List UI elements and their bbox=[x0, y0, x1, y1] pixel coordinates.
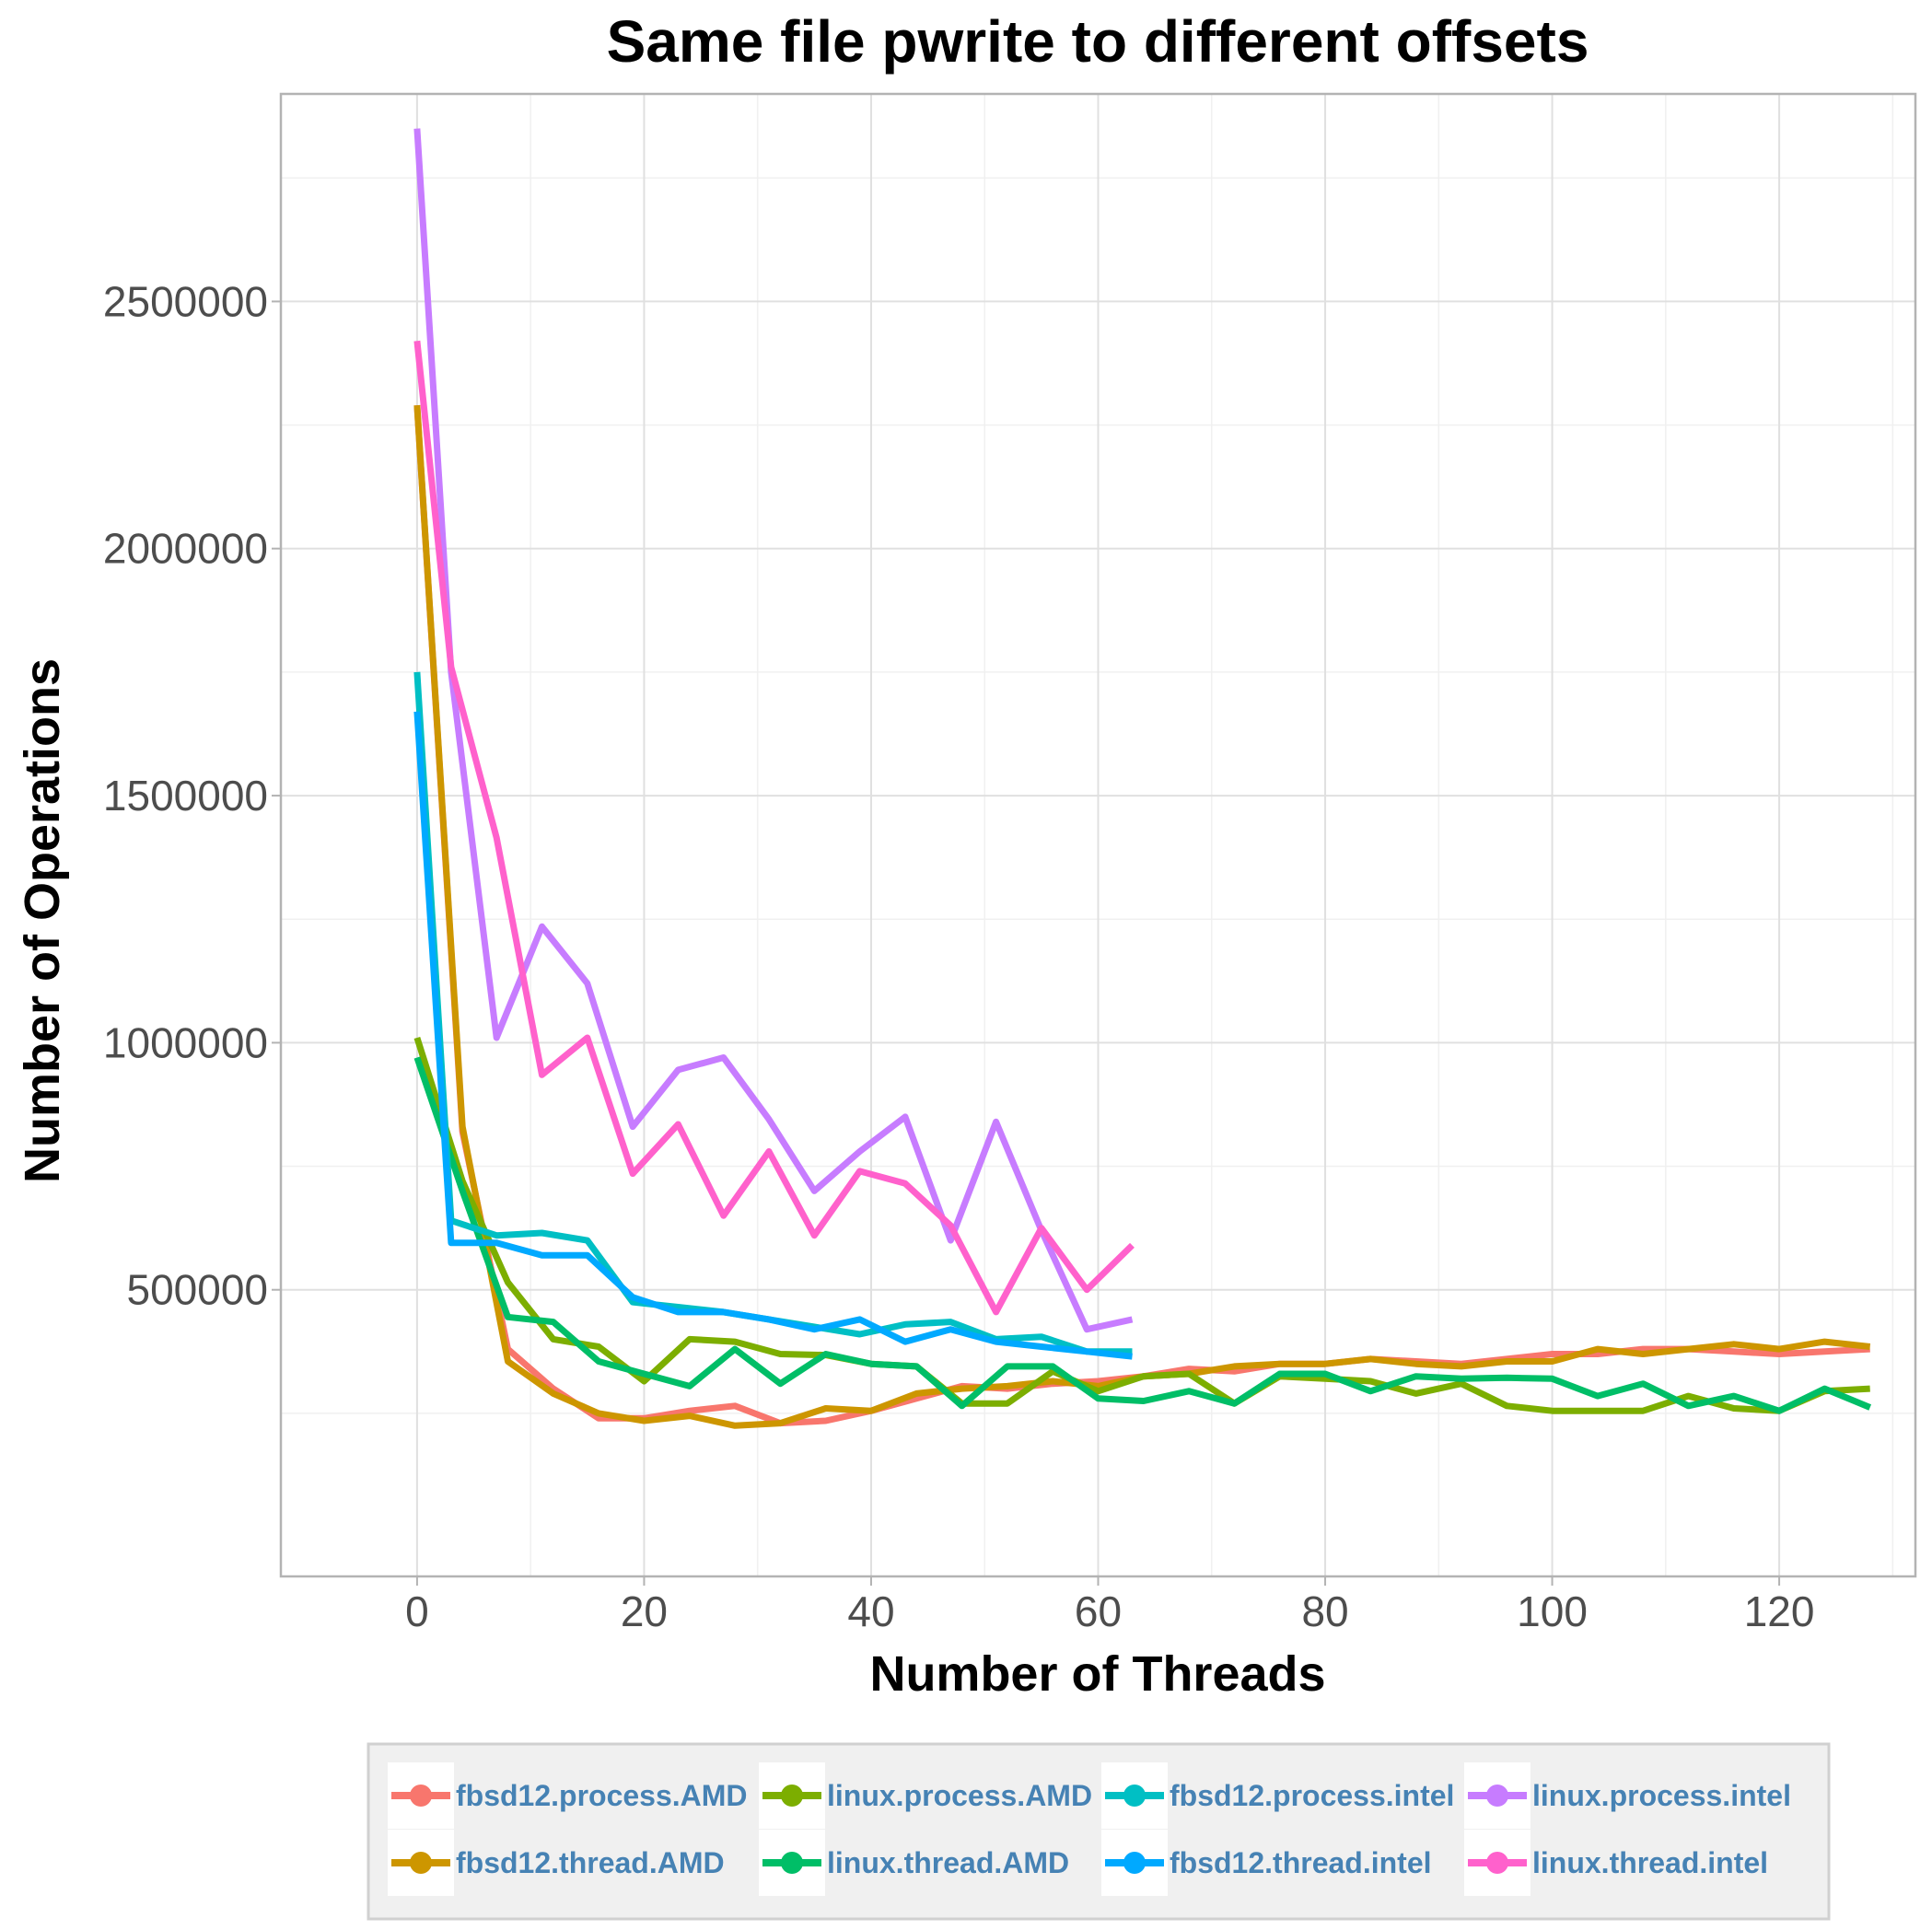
legend-label: linux.process.intel bbox=[1532, 1779, 1791, 1812]
legend-label: fbsd12.process.intel bbox=[1170, 1779, 1454, 1812]
legend-item-fbsd12-process-intel: fbsd12.process.intel bbox=[1101, 1762, 1454, 1829]
x-tick-label: 80 bbox=[1301, 1587, 1348, 1635]
y-axis-title: Number of Operations bbox=[15, 658, 70, 1183]
series-line-linux-thread-AMD bbox=[413, 1056, 1872, 1414]
legend-items: fbsd12.process.AMD linux.process.AMD fbsd1… bbox=[388, 1762, 1791, 1896]
y-tick-label: 2000000 bbox=[103, 525, 268, 573]
legend-box bbox=[367, 1742, 1831, 1921]
legend-item-fbsd12-thread-intel: fbsd12.thread.intel bbox=[1101, 1830, 1432, 1896]
legend-key-point bbox=[781, 1852, 803, 1874]
legend-label: linux.thread.intel bbox=[1532, 1846, 1768, 1879]
x-axis-title: Number of Threads bbox=[869, 1646, 1325, 1702]
legend-label: linux.process.AMD bbox=[827, 1779, 1092, 1812]
y-axis-tick-labels: 500000 1000000 1500000 2000000 2500000 bbox=[103, 277, 281, 1314]
legend-item-fbsd12-thread-AMD: fbsd12.thread.AMD bbox=[388, 1830, 725, 1896]
plot-panel bbox=[279, 92, 1917, 1578]
legend-key-point bbox=[1123, 1785, 1146, 1807]
series-line-linux-process-intel bbox=[413, 128, 1134, 1333]
x-tick-label: 40 bbox=[847, 1587, 894, 1635]
x-axis-tick-labels: 0 20 40 60 80 100 120 bbox=[405, 1576, 1814, 1635]
legend-key-point bbox=[781, 1785, 803, 1807]
legend-item-fbsd12-process-AMD: fbsd12.process.AMD bbox=[388, 1762, 748, 1829]
y-tick-label: 500000 bbox=[127, 1266, 269, 1314]
y-tick-label: 1000000 bbox=[103, 1018, 268, 1066]
x-tick-label: 60 bbox=[1075, 1587, 1122, 1635]
legend-label: fbsd12.thread.intel bbox=[1170, 1846, 1432, 1879]
legend: fbsd12.process.AMD linux.process.AMD fbsd1… bbox=[367, 1742, 1831, 1921]
legend-key-point bbox=[1486, 1852, 1508, 1874]
legend-label: fbsd12.process.AMD bbox=[456, 1779, 748, 1812]
legend-key-point bbox=[410, 1785, 432, 1807]
legend-item-linux-thread-AMD: linux.thread.AMD bbox=[759, 1830, 1069, 1896]
legend-key-point bbox=[1123, 1852, 1146, 1874]
y-tick-label: 1500000 bbox=[103, 772, 268, 820]
y-tick-label: 2500000 bbox=[103, 277, 268, 325]
series-line-linux-thread-intel bbox=[413, 340, 1135, 1316]
legend-key-point bbox=[1486, 1785, 1508, 1807]
series-line-fbsd12-thread-intel bbox=[413, 711, 1133, 1360]
x-tick-label: 0 bbox=[405, 1587, 429, 1635]
legend-item-linux-process-intel: linux.process.intel bbox=[1464, 1762, 1791, 1829]
legend-item-linux-process-AMD: linux.process.AMD bbox=[759, 1762, 1092, 1829]
x-tick-label: 20 bbox=[621, 1587, 668, 1635]
series-line-linux-process-AMD bbox=[413, 1036, 1870, 1414]
chart-title: Same file pwrite to different offsets bbox=[607, 8, 1589, 75]
x-tick-label: 100 bbox=[1517, 1587, 1588, 1635]
legend-item-linux-thread-intel: linux.thread.intel bbox=[1464, 1830, 1768, 1896]
legend-label: linux.thread.AMD bbox=[827, 1846, 1069, 1879]
x-tick-label: 120 bbox=[1744, 1587, 1815, 1635]
legend-label: fbsd12.thread.AMD bbox=[456, 1846, 725, 1879]
legend-key-point bbox=[410, 1852, 432, 1874]
